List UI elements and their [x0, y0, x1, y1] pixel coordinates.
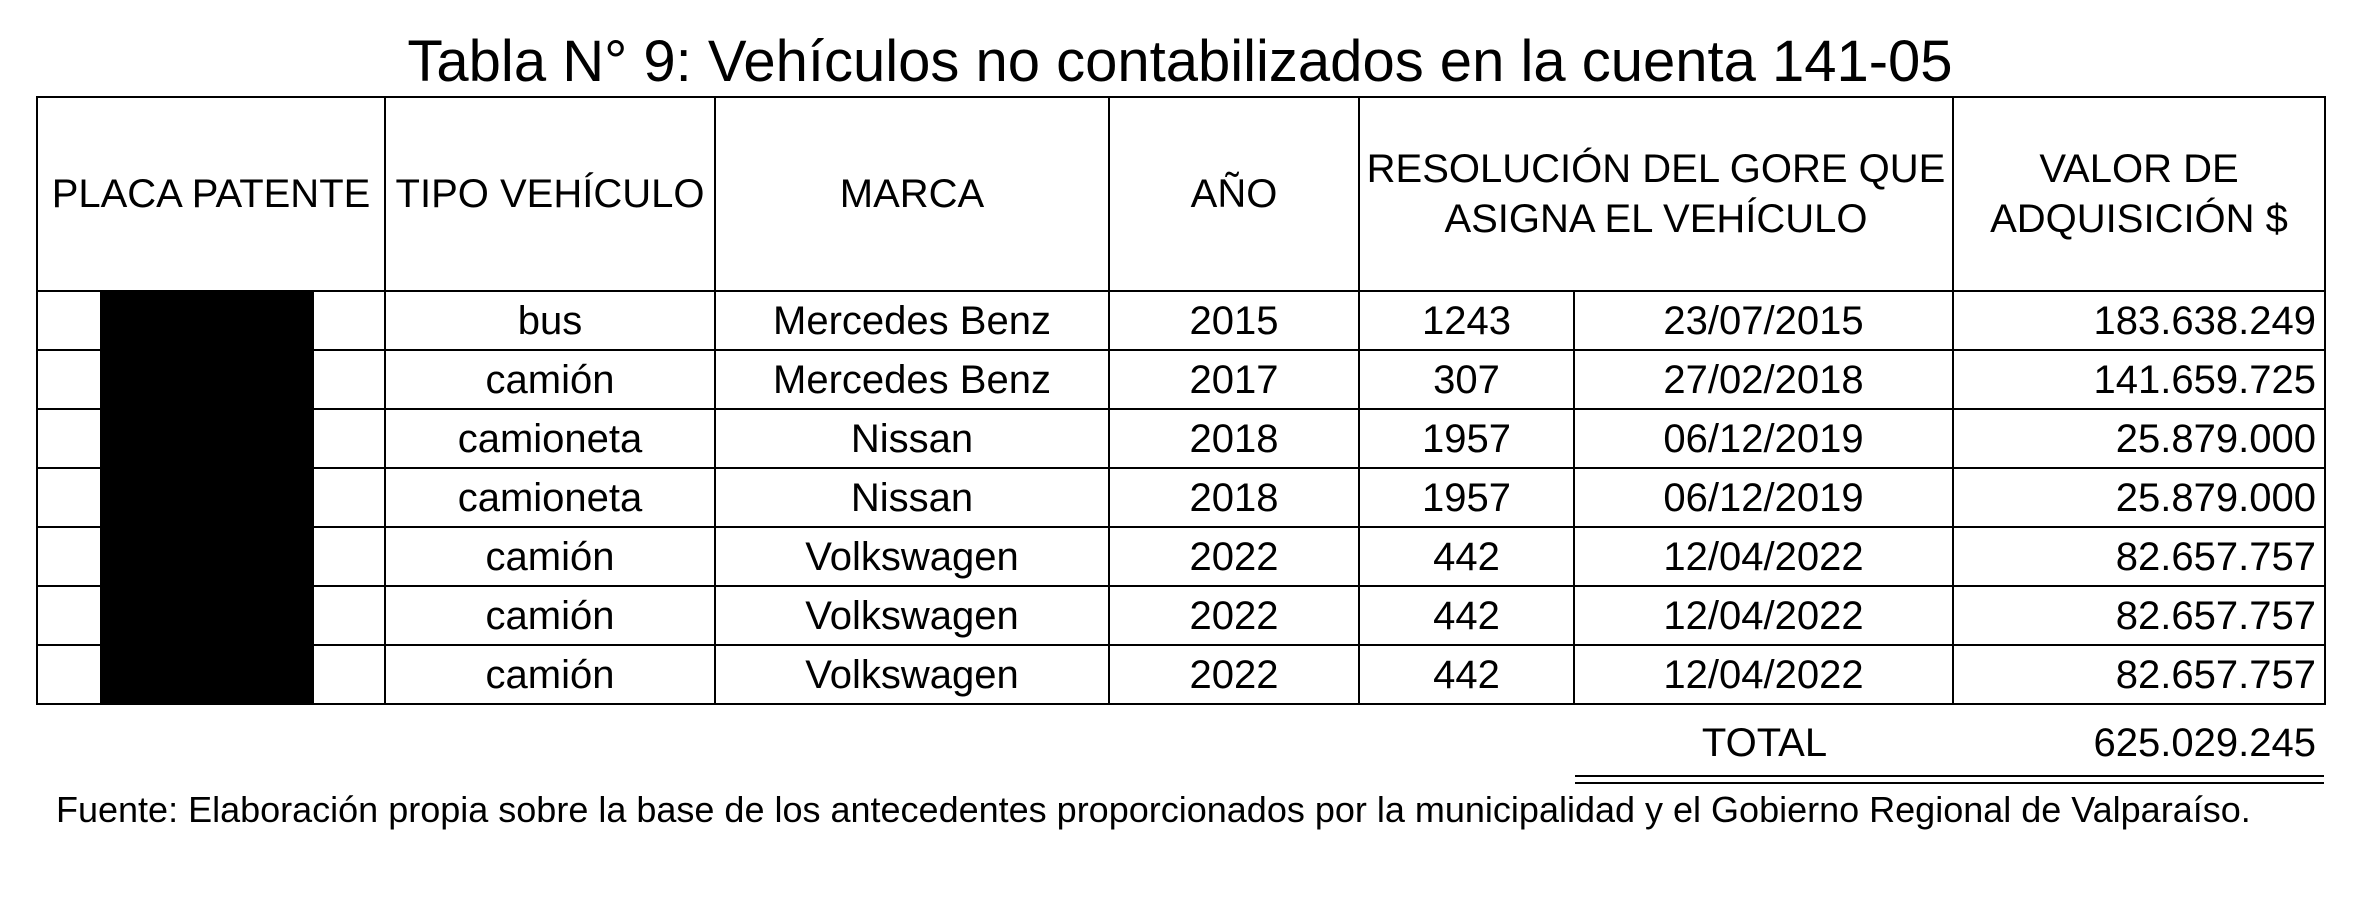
- cell-marca: Nissan: [714, 467, 1110, 528]
- total-double-underline-bottom: [1575, 782, 2324, 784]
- table-title: Tabla N° 9: Vehículos no contabilizados …: [407, 29, 1953, 94]
- cell-anio: 2022: [1108, 585, 1360, 646]
- cell-anio: 2015: [1108, 290, 1360, 351]
- cell-resolucion-numero: 442: [1358, 585, 1575, 646]
- header-placa-patente: PLACA PATENTE: [36, 96, 386, 292]
- cell-tipo: camioneta: [384, 408, 716, 469]
- table-row: camioneta Nissan 2018 1957 06/12/2019 25…: [36, 408, 2326, 469]
- cell-tipo: camión: [384, 644, 716, 705]
- cell-marca: Volkswagen: [714, 644, 1110, 705]
- cell-marca: Volkswagen: [714, 585, 1110, 646]
- cell-valor: 183.638.249: [1952, 290, 2326, 351]
- redaction-block: [100, 588, 314, 643]
- cell-resolucion-fecha: 06/12/2019: [1573, 467, 1954, 528]
- cell-anio: 2017: [1108, 349, 1360, 410]
- cell-resolucion-fecha: 12/04/2022: [1573, 644, 1954, 705]
- cell-resolucion-fecha: 23/07/2015: [1573, 290, 1954, 351]
- cell-tipo: camioneta: [384, 467, 716, 528]
- total-value: 625.029.245: [2093, 721, 2316, 765]
- cell-resolucion-fecha: 06/12/2019: [1573, 408, 1954, 469]
- redaction-block: [100, 293, 314, 348]
- plate-cell-redacted: [36, 290, 386, 351]
- plate-cell-redacted: [36, 644, 386, 705]
- cell-resolucion-numero: 1243: [1358, 290, 1575, 351]
- header-anio: AÑO: [1108, 96, 1360, 292]
- cell-anio: 2018: [1108, 467, 1360, 528]
- table-row: bus Mercedes Benz 2015 1243 23/07/2015 1…: [36, 290, 2326, 351]
- cell-valor: 82.657.757: [1952, 526, 2326, 587]
- cell-resolucion-fecha: 27/02/2018: [1573, 349, 1954, 410]
- cell-resolucion-numero: 442: [1358, 644, 1575, 705]
- source-note: Fuente: Elaboración propia sobre la base…: [56, 789, 2251, 830]
- cell-valor: 25.879.000: [1952, 467, 2326, 528]
- table-row: camión Mercedes Benz 2017 307 27/02/2018…: [36, 349, 2326, 410]
- vehicles-table: PLACA PATENTE TIPO VEHÍCULO MARCA AÑO RE…: [36, 96, 2326, 705]
- header-valor-adquisicion: VALOR DE ADQUISICIÓN $: [1952, 96, 2326, 292]
- plate-cell-redacted: [36, 585, 386, 646]
- cell-anio: 2022: [1108, 526, 1360, 587]
- cell-resolucion-numero: 307: [1358, 349, 1575, 410]
- table-row: camión Volkswagen 2022 442 12/04/2022 82…: [36, 526, 2326, 587]
- total-double-underline-top: [1575, 775, 2324, 777]
- cell-marca: Mercedes Benz: [714, 290, 1110, 351]
- plate-cell-redacted: [36, 408, 386, 469]
- plate-cell-redacted: [36, 467, 386, 528]
- cell-marca: Nissan: [714, 408, 1110, 469]
- cell-marca: Volkswagen: [714, 526, 1110, 587]
- total-label: TOTAL: [1701, 721, 1828, 765]
- plate-cell-redacted: [36, 349, 386, 410]
- header-marca: MARCA: [714, 96, 1110, 292]
- cell-anio: 2018: [1108, 408, 1360, 469]
- cell-marca: Mercedes Benz: [714, 349, 1110, 410]
- cell-resolucion-fecha: 12/04/2022: [1573, 526, 1954, 587]
- cell-resolucion-numero: 442: [1358, 526, 1575, 587]
- redaction-block: [100, 529, 314, 584]
- cell-resolucion-numero: 1957: [1358, 408, 1575, 469]
- header-resolucion-gore: RESOLUCIÓN DEL GORE QUE ASIGNA EL VEHÍCU…: [1358, 96, 1954, 292]
- cell-valor: 141.659.725: [1952, 349, 2326, 410]
- cell-resolucion-fecha: 12/04/2022: [1573, 585, 1954, 646]
- cell-tipo: camión: [384, 526, 716, 587]
- header-tipo-vehiculo: TIPO VEHÍCULO: [384, 96, 716, 292]
- cell-valor: 25.879.000: [1952, 408, 2326, 469]
- cell-resolucion-numero: 1957: [1358, 467, 1575, 528]
- cell-valor: 82.657.757: [1952, 585, 2326, 646]
- cell-tipo: camión: [384, 585, 716, 646]
- table-header-row: PLACA PATENTE TIPO VEHÍCULO MARCA AÑO RE…: [36, 96, 2326, 292]
- redaction-block: [100, 411, 314, 466]
- table-row: camión Volkswagen 2022 442 12/04/2022 82…: [36, 585, 2326, 646]
- table-row: camioneta Nissan 2018 1957 06/12/2019 25…: [36, 467, 2326, 528]
- cell-anio: 2022: [1108, 644, 1360, 705]
- cell-tipo: camión: [384, 349, 716, 410]
- cell-valor: 82.657.757: [1952, 644, 2326, 705]
- table-row: camión Volkswagen 2022 442 12/04/2022 82…: [36, 644, 2326, 705]
- redaction-block: [100, 470, 314, 525]
- plate-cell-redacted: [36, 526, 386, 587]
- redaction-block: [100, 647, 314, 702]
- cell-tipo: bus: [384, 290, 716, 351]
- redaction-block: [100, 352, 314, 407]
